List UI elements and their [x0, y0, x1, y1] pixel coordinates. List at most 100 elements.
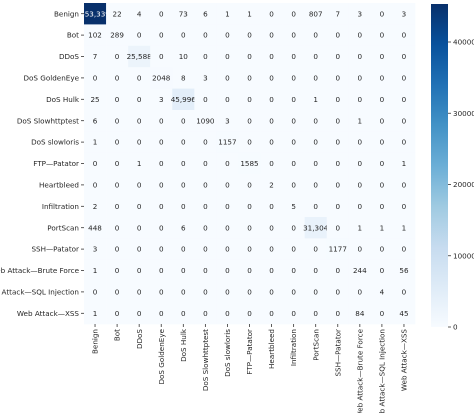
y-axis-tick-labels: Benign Bot DDoS DoS GoldenEye DoS Hulk DoS Sl…	[0, 9, 84, 318]
cell-value-label: 2048	[152, 74, 171, 83]
cell-value-label: 0	[380, 138, 385, 147]
heatmap-cell	[128, 67, 151, 89]
heatmap-cell	[106, 67, 129, 89]
heatmap-cell	[172, 45, 195, 68]
heatmap-cell	[282, 281, 305, 303]
cell-value-label: 0	[380, 31, 385, 40]
cell-value-label: 10	[179, 52, 189, 61]
cell-value-label: 0	[247, 202, 252, 211]
cell-value-label: 0	[247, 309, 252, 318]
heatmap-cell	[348, 88, 372, 111]
heatmap-cell	[348, 238, 372, 261]
cell-value-label: 0	[115, 309, 120, 318]
cell-value-label: 0	[291, 138, 296, 147]
cell-value-label: 0	[313, 74, 318, 83]
cell-value-label: 0	[313, 52, 318, 61]
cell-value-label: 0	[380, 74, 385, 83]
heatmap-cell	[128, 3, 151, 25]
cell-value-label: 0	[358, 245, 363, 254]
cell-value-label: 0	[335, 52, 340, 61]
heatmap-cell	[304, 174, 328, 196]
x-axis-tick-labels: Benign Bot DDoS DoS GoldenEye DoS Hulk DoS Sl…	[91, 324, 409, 417]
cell-value-label: 0	[203, 309, 208, 318]
heatmap-cell	[238, 24, 261, 47]
heatmap-cell	[260, 302, 283, 325]
x-tick-label: FTP—Patator	[245, 329, 254, 375]
cell-value-label: 0	[358, 95, 363, 104]
cell-value-label: 84	[355, 309, 365, 318]
y-tick-label: Infiltration	[42, 202, 79, 211]
cell-value-label: 0	[159, 309, 164, 318]
heatmap-cell	[106, 3, 129, 25]
heatmap-cell	[282, 3, 305, 25]
heatmap-cell	[348, 45, 372, 68]
heatmap-cell	[216, 174, 239, 196]
y-tick-label: Web Attack—XSS	[17, 309, 80, 318]
cell-value-label: 1	[402, 159, 407, 168]
cell-value-label: 1	[93, 309, 98, 318]
cell-value-label: 1	[225, 9, 230, 18]
x-tick-label: Bot	[113, 329, 122, 341]
cell-value-label: 2	[269, 181, 274, 190]
heatmap-cell	[238, 302, 261, 325]
heatmap-cell	[370, 45, 394, 68]
heatmap-cell	[84, 302, 107, 325]
heatmap-cell	[326, 195, 350, 218]
heatmap-cell	[392, 238, 416, 261]
heatmap-cell	[128, 302, 151, 325]
heatmap-cell	[128, 195, 151, 218]
y-tick-label: DoS slowloris	[31, 138, 79, 147]
cell-value-label: 0	[291, 288, 296, 297]
cell-value-label: 0	[402, 288, 407, 297]
heatmap-cell	[282, 131, 305, 154]
heatmap-cell	[194, 281, 217, 303]
cell-value-label: 3	[93, 245, 98, 254]
heatmap-cell	[370, 195, 394, 218]
cell-value-label: 0	[225, 288, 230, 297]
heatmap-cell	[194, 302, 217, 325]
cell-value-label: 0	[159, 9, 164, 18]
heatmap-cell	[216, 259, 239, 282]
cell-value-label: 1	[402, 223, 407, 232]
cell-value-label: 0	[115, 52, 120, 61]
heatmap-cell	[84, 24, 107, 47]
cell-value-label: 0	[115, 266, 120, 275]
cell-value-label: 0	[137, 116, 142, 125]
heatmap-cell	[326, 174, 350, 196]
heatmap-cell	[260, 217, 283, 239]
heatmap-cell	[392, 131, 416, 154]
cell-value-label: 0	[159, 288, 164, 297]
cell-value-label: 0	[181, 288, 186, 297]
heatmap-cell	[172, 217, 195, 239]
heatmap-cell	[106, 302, 129, 325]
cell-value-label: 0	[402, 116, 407, 125]
heatmap-cell	[150, 24, 173, 47]
cell-value-label: 0	[225, 309, 230, 318]
heatmap-cell	[370, 281, 394, 303]
x-tick-label: SSH—Patator	[333, 329, 342, 377]
heatmap-cell	[238, 259, 261, 282]
cell-value-label: 0	[159, 116, 164, 125]
heatmap-cell	[282, 174, 305, 196]
cell-value-label: 0	[358, 52, 363, 61]
cell-value-label: 0	[313, 116, 318, 125]
heatmap-cell	[150, 217, 173, 239]
heatmap-cell	[150, 238, 173, 261]
cell-value-label: 4	[380, 288, 385, 297]
heatmap-cell	[216, 3, 239, 25]
heatmap-cell	[348, 195, 372, 218]
heatmap-cell	[128, 281, 151, 303]
heatmap-cell	[304, 152, 328, 175]
cell-value-label: 0	[335, 74, 340, 83]
cell-value-label: 2	[93, 202, 98, 211]
y-tick-label: DDoS	[59, 52, 79, 61]
cell-value-label: 0	[380, 116, 385, 125]
cell-value-label: 0	[380, 309, 385, 318]
x-tick-label: DoS slowloris	[223, 329, 232, 377]
heatmap-cell	[216, 238, 239, 261]
cell-value-label: 0	[159, 245, 164, 254]
heatmap-cell	[392, 88, 416, 111]
y-tick-label: SSH—Patator	[31, 245, 79, 254]
